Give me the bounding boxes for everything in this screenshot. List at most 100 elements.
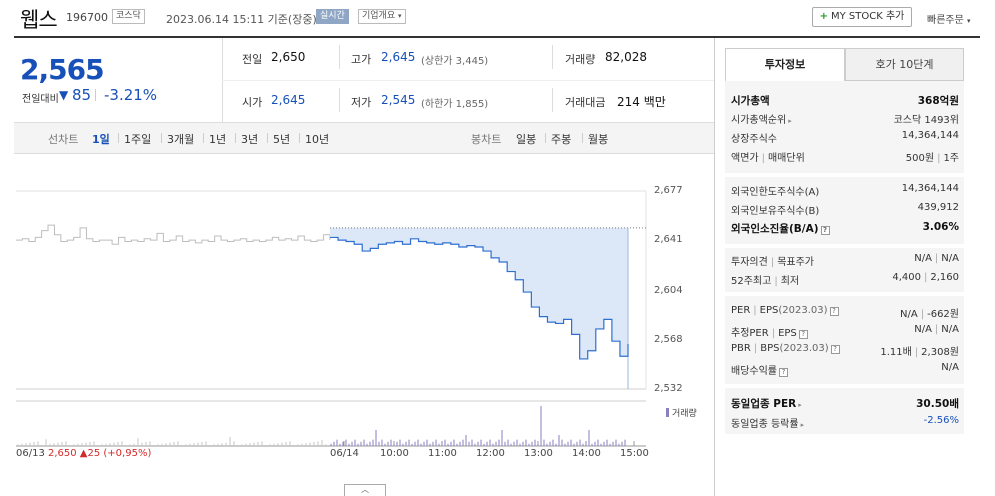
prev-day-line	[16, 224, 331, 245]
est-per-label: 추정PER	[731, 328, 769, 339]
x-tick-label: 15:00	[620, 448, 649, 459]
open-value: 2,645	[271, 93, 306, 107]
current-price: 2,565	[20, 53, 105, 86]
52w-high-label: 52주최고	[731, 276, 772, 287]
prev-day-change: 2,650 ▲25 (+0,95%)	[48, 448, 152, 459]
period-line-2[interactable]: 3개월	[167, 133, 195, 146]
quick-order-button[interactable]: 빠른주문 ▾	[927, 11, 971, 26]
help-icon[interactable]: ?	[779, 368, 788, 377]
chevron-right-icon[interactable]: ▸	[788, 117, 792, 125]
divider	[235, 133, 236, 143]
y-tick-label: 2,677	[654, 185, 683, 196]
x-tick-label: 13:00	[524, 448, 553, 459]
realtime-badge[interactable]: 실시간	[316, 9, 349, 24]
period-line-6[interactable]: 10년	[305, 133, 330, 146]
divider	[118, 133, 119, 143]
prev-day-series	[16, 224, 331, 245]
market-cap-value: 368억원	[917, 95, 959, 107]
foreign-limit-label: 외국인한도주식수(A)	[731, 187, 820, 198]
period-line-1[interactable]: 1주일	[124, 133, 152, 146]
unit-value: 1주	[943, 153, 959, 164]
invest-section-3	[725, 248, 964, 292]
company-info-button[interactable]: 기업개요 ▾	[358, 9, 406, 24]
period-candle-0[interactable]: 일봉	[516, 133, 537, 146]
divider	[339, 88, 340, 112]
invest-section-2	[725, 177, 964, 244]
lower-limit: (하한가 1,855)	[421, 99, 489, 110]
add-mystock-button[interactable]: + MY STOCK 추가	[812, 7, 912, 27]
prev-close-value: 2,650	[271, 50, 306, 64]
chevron-right-icon[interactable]: ▸	[798, 401, 802, 409]
per-label: PER	[731, 305, 751, 316]
help-icon[interactable]: ?	[830, 345, 840, 354]
sector-per-value: 30.50배	[916, 398, 959, 410]
est-per-row: 추정PER | EPS? N/A | N/A	[731, 324, 959, 339]
foreign-hold-value: 439,912	[917, 202, 959, 213]
chevron-right-icon[interactable]: ▸	[800, 421, 805, 429]
sector-per-label: 동일업종 PER	[731, 398, 797, 410]
candle-chart-label: 봉차트	[471, 133, 502, 146]
volume-bars	[17, 406, 626, 446]
open-label: 시가	[242, 96, 263, 109]
help-icon[interactable]: ?	[820, 226, 830, 235]
dividend-label: 배당수익률	[731, 366, 777, 377]
shares-value: 14,364,144	[901, 130, 959, 141]
foreign-hold-row: 외국인보유주식수(B) 439,912	[731, 202, 959, 218]
target-value: N/A	[941, 253, 959, 264]
add-mystock-label: MY STOCK 추가	[831, 11, 905, 22]
period-line-3[interactable]: 1년	[209, 133, 227, 146]
high-value: 2,645	[381, 50, 416, 64]
pbr-row: PBR | BPS(2023.03)? 1.11배 | 2,308원	[731, 343, 959, 358]
opinion-row: 투자의견 | 목표주가 N/A | N/A	[731, 253, 959, 268]
down-triangle-icon: ▼	[59, 88, 69, 102]
foreign-ratio-row: 외국인소진율(B/A)? 3.06%	[731, 221, 959, 237]
price-diff-pct: -3.21%	[104, 86, 158, 104]
par-label: 액면가	[731, 153, 759, 164]
divider	[267, 133, 268, 143]
par-row: 액면가 | 매매단위 500원 | 1주	[731, 153, 959, 164]
period-line-5[interactable]: 5년	[273, 133, 291, 146]
x-tick-label: 10:00	[380, 448, 409, 459]
pbr-value: 1.11배	[880, 347, 912, 358]
period-line-4[interactable]: 3년	[241, 133, 259, 146]
period-line-0[interactable]: 1일	[92, 133, 110, 146]
help-icon[interactable]: ?	[798, 330, 808, 339]
est-eps-label: EPS	[778, 328, 797, 339]
panel-divider	[714, 38, 715, 496]
low-label: 저가	[351, 96, 372, 109]
sector-per-row: 동일업종 PER ▸ 30.50배	[731, 396, 959, 412]
foreign-ratio-label: 외국인소진율(B/A)	[731, 223, 819, 235]
period-candle-1[interactable]: 주봉	[551, 133, 572, 146]
52w-high-value: 4,400	[892, 272, 921, 283]
market-cap-row: 시가총액 368억원	[731, 93, 959, 109]
today-series	[329, 227, 646, 389]
prev-close-label: 전일	[242, 53, 263, 66]
tab-quote-10[interactable]: 호가 10단계	[845, 48, 964, 81]
diff-label: 전일대비	[22, 94, 59, 105]
area-fill	[330, 227, 628, 359]
stock-code: 196700	[66, 11, 108, 24]
period-bar	[14, 122, 714, 154]
price-diff: 85	[72, 86, 92, 104]
per-value: N/A	[900, 309, 918, 320]
period-candle-2[interactable]: 월봉	[588, 133, 609, 146]
volume-label: 거래량	[565, 53, 596, 66]
chevron-down-icon: ▾	[967, 17, 971, 25]
volume-legend: 거래량	[666, 406, 697, 419]
dividend-value: N/A	[941, 362, 959, 373]
chevron-down-icon: ▾	[398, 12, 402, 20]
divider	[582, 133, 583, 143]
divider	[552, 45, 553, 69]
y-tick-label: 2,568	[654, 333, 683, 345]
chevron-up-icon[interactable]: ︿	[344, 484, 386, 496]
plus-icon: +	[819, 11, 828, 22]
company-info-label: 기업개요	[362, 11, 396, 21]
help-icon[interactable]: ?	[829, 307, 839, 316]
today-line	[330, 236, 629, 360]
tab-invest-info[interactable]: 투자정보	[725, 48, 845, 81]
per-year: (2023.03)	[778, 305, 828, 316]
x-tick-label: 12:00	[476, 448, 505, 459]
price-chart[interactable]	[0, 154, 714, 484]
divider	[545, 133, 546, 143]
shares-row: 상장주식수 14,364,144	[731, 130, 959, 146]
